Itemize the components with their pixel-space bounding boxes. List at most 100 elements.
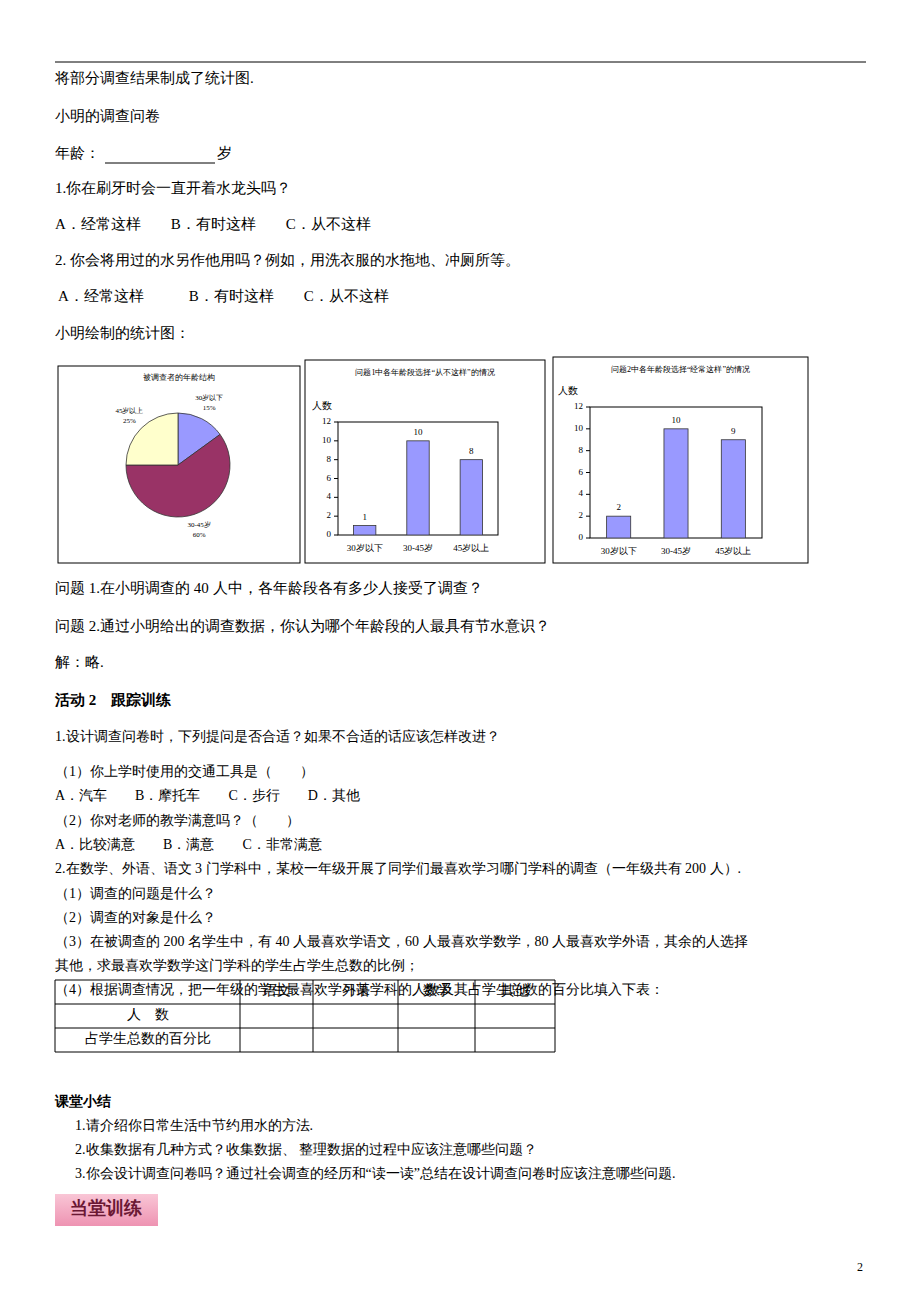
plot-area	[338, 422, 498, 535]
bar-chart: 问题2中各年龄段选择“经常这样”的情况人数024681012230岁以下1030…	[553, 357, 808, 563]
bar	[664, 429, 688, 538]
question: 问题 1.在小明调查的 40 人中，各年龄段各有多少人接受了调查？	[55, 580, 483, 596]
y-tick-label: 4	[579, 488, 584, 498]
exercise-line: A．比较满意 B．满意 C．非常满意	[55, 837, 322, 852]
x-tick-label: 30岁以下	[601, 546, 637, 556]
y-tick-label: 2	[579, 510, 584, 520]
questionnaire-line: 2. 你会将用过的水另作他用吗？例如，用洗衣服的水拖地、冲厕所等。	[55, 252, 520, 268]
exercise-line: 1.设计调查问卷时，下列提问是否合适？如果不合适的话应该怎样改进？	[55, 729, 500, 744]
bar	[353, 526, 375, 535]
exercise-line: 其他，求最喜欢学数学这门学科的学生占学生总数的比例；	[55, 958, 419, 973]
y-tick	[586, 472, 590, 473]
pie-label: 30-45岁	[188, 521, 211, 529]
y-tick-label: 6	[579, 467, 584, 477]
exercise-line: （1）你上学时使用的交通工具是（ ）	[55, 764, 314, 779]
questionnaire-line: A．经常这样 B．有时这样 C．从不这样	[55, 216, 371, 232]
pie-value-label: 15%	[203, 404, 216, 412]
bars	[607, 429, 746, 538]
data-label: 2	[616, 502, 621, 512]
pie-value-label: 25%	[123, 417, 136, 425]
y-tick-label: 8	[327, 454, 332, 464]
pie-label: 45岁以上	[115, 407, 143, 415]
table-rule	[240, 980, 241, 1052]
y-tick-label: 2	[327, 510, 332, 520]
y-tick	[334, 478, 338, 479]
y-tick	[586, 494, 590, 495]
exercise-line: （2）你对老师的教学满意吗？（ ）	[55, 813, 300, 828]
table-rule	[55, 980, 56, 1052]
question: 解：略.	[55, 654, 104, 670]
table-rule	[55, 1052, 555, 1053]
exercise-line: A．汽车 B．摩托车 C．步行 D．其他	[55, 788, 360, 803]
y-tick-label: 12	[322, 416, 331, 426]
badge-box	[55, 1194, 158, 1226]
activity-title: 活动 2 跟踪训练	[54, 692, 171, 708]
table-header: 其他	[501, 983, 529, 998]
chart-frame	[553, 357, 808, 563]
table-rule	[313, 980, 314, 1052]
table: 语文外语数学其他人 数占学生总数的百分比	[55, 980, 555, 1052]
top-rule	[55, 62, 866, 63]
exercise-line: （1）调查的问题是什么？	[55, 886, 216, 901]
data-label: 8	[469, 446, 474, 456]
y-tick	[586, 538, 590, 539]
y-tick	[334, 422, 338, 423]
pie-label: 30岁以下	[195, 394, 223, 402]
table-header: 语文	[263, 983, 291, 998]
exercise-line: （3）在被调查的 200 名学生中，有 40 人最喜欢学语文，60 人最喜欢学数…	[55, 934, 748, 949]
age-unit: 岁	[217, 145, 232, 161]
chart-frame	[58, 366, 300, 563]
x-tick-label: 30-45岁	[403, 543, 433, 553]
axis-label: 人数	[558, 385, 578, 396]
data-label: 10	[414, 427, 424, 437]
summary-line: 2.收集数据有几种方式？收集数据、 整理数据的过程中应该注意哪些问题？	[75, 1142, 537, 1157]
bars	[353, 441, 482, 535]
exercise-line: （2）调查的对象是什么？	[55, 910, 216, 925]
bar	[460, 460, 482, 535]
charts-caption: 小明绘制的统计图：	[55, 325, 190, 341]
questionnaire-title: 小明的调查问卷	[55, 108, 160, 124]
y-tick	[334, 459, 338, 460]
plot-area	[590, 407, 762, 538]
chart-title: 问题2中各年龄段选择“经常这样”的情况	[611, 365, 750, 374]
table-rule	[55, 980, 555, 981]
y-tick-label: 8	[579, 445, 584, 455]
table-rule	[55, 1004, 555, 1005]
y-tick-label: 6	[327, 473, 332, 483]
table-header: 外语	[342, 983, 370, 998]
pie-value-label: 60%	[193, 531, 206, 539]
table-rule	[475, 980, 476, 1052]
age-blank	[105, 163, 215, 164]
y-tick	[586, 450, 590, 451]
y-tick-label: 10	[574, 423, 584, 433]
x-tick-label: 30岁以下	[347, 543, 383, 553]
questionnaire-line: 1.你在刷牙时会一直开着水龙头吗？	[55, 180, 291, 196]
y-tick	[334, 440, 338, 441]
table-rule	[55, 1028, 555, 1029]
badge: 当堂训练	[70, 1198, 142, 1218]
x-tick-label: 45岁以上	[453, 543, 489, 553]
summary-line: 1.请介绍你日常生活中节约用水的方法.	[75, 1118, 313, 1133]
paragraph: 将部分调查结果制成了统计图.	[54, 70, 254, 86]
exercise-line: （4）根据调查情况，把一年级的学生最喜欢学习某学科的人数及其占学生总数的百分比填…	[55, 982, 664, 997]
y-tick	[334, 497, 338, 498]
chart-frame	[305, 360, 545, 563]
table-rule	[398, 980, 399, 1052]
question: 问题 2.通过小明给出的调查数据，你认为哪个年龄段的人最具有节水意识？	[55, 618, 550, 634]
y-tick-label: 4	[327, 491, 332, 501]
page: 将部分调查结果制成了统计图.小明的调查问卷年龄：岁1.你在刷牙时会一直开着水龙头…	[0, 0, 920, 1302]
bar	[721, 440, 745, 538]
table-header: 数学	[423, 983, 451, 998]
x-tick-label: 45岁以上	[715, 546, 751, 556]
y-tick	[586, 428, 590, 429]
y-tick-label: 0	[579, 532, 584, 542]
chart-title: 问题1中各年龄段选择“从不这样”的情况	[355, 368, 494, 377]
y-tick	[586, 407, 590, 408]
summary-title: 课堂小结	[54, 1094, 111, 1109]
y-tick	[586, 516, 590, 517]
bar	[607, 516, 631, 538]
y-tick-label: 10	[322, 435, 332, 445]
page-number: 2	[857, 1260, 863, 1274]
data-label: 9	[731, 426, 736, 436]
bar-chart: 问题1中各年龄段选择“从不这样”的情况人数024681012130岁以下1030…	[305, 360, 545, 563]
